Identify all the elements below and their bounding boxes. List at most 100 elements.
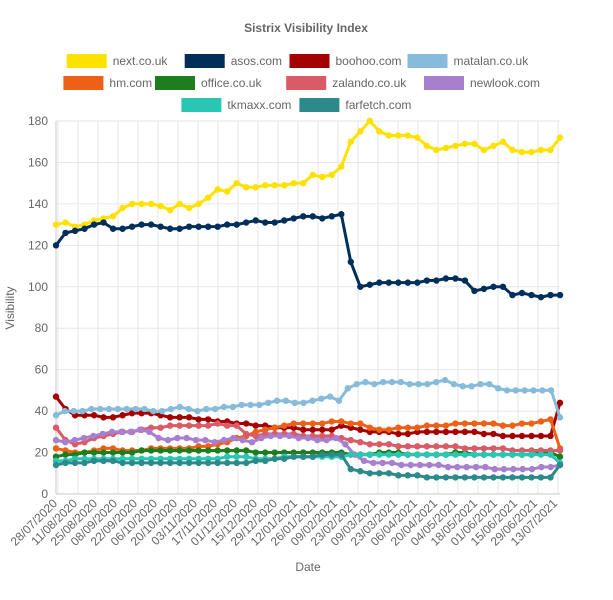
data-point — [490, 430, 497, 438]
data-point — [100, 449, 107, 456]
data-point — [239, 436, 246, 444]
y-tick-label: 80 — [35, 321, 49, 335]
legend-swatch — [63, 76, 104, 90]
data-point — [499, 474, 507, 481]
data-point — [547, 416, 554, 423]
data-point — [202, 436, 209, 444]
data-point — [480, 285, 488, 293]
data-point — [195, 447, 202, 454]
data-point — [252, 422, 259, 429]
data-point — [138, 200, 145, 208]
data-point — [347, 436, 354, 444]
data-point — [119, 459, 126, 467]
data-point — [328, 451, 335, 458]
data-point — [435, 461, 442, 469]
data-point — [141, 405, 148, 413]
data-point — [220, 436, 228, 444]
data-point — [223, 221, 231, 228]
data-point — [300, 179, 307, 187]
data-point — [174, 434, 181, 442]
data-point — [480, 445, 488, 452]
data-point — [271, 424, 278, 431]
data-point — [262, 457, 269, 465]
data-point — [176, 414, 183, 421]
legend-swatch — [66, 54, 107, 68]
data-point — [157, 424, 164, 431]
data-point — [203, 405, 210, 413]
data-point — [233, 422, 240, 429]
data-point — [357, 438, 364, 446]
data-point — [109, 213, 117, 220]
data-point — [480, 474, 488, 481]
data-point — [452, 420, 459, 427]
legend-label: farfetch.com — [345, 98, 411, 112]
data-point — [461, 451, 469, 458]
legend-item[interactable]: tkmaxx.com — [181, 98, 291, 112]
data-point — [357, 451, 364, 458]
legend-item[interactable]: newlook.com — [424, 76, 540, 90]
legend-item[interactable]: matalan.co.uk — [407, 54, 530, 68]
data-point — [332, 434, 340, 442]
data-point — [166, 447, 174, 454]
legend-item[interactable]: zalando.co.uk — [286, 76, 407, 90]
data-point — [79, 407, 86, 415]
data-point — [547, 291, 554, 299]
data-point — [450, 380, 458, 388]
data-point — [319, 420, 326, 427]
legend-item[interactable]: next.co.uk — [66, 54, 169, 68]
data-point — [395, 132, 402, 139]
data-point — [176, 447, 183, 454]
data-point — [119, 412, 126, 419]
data-point — [309, 171, 316, 179]
legend-item[interactable]: boohoo.com — [289, 54, 402, 68]
legend-item[interactable]: office.co.uk — [155, 76, 262, 90]
data-point — [128, 223, 136, 230]
data-point — [423, 142, 431, 150]
data-point — [376, 128, 383, 135]
data-point — [229, 403, 237, 411]
data-point — [404, 443, 412, 450]
data-point — [509, 451, 516, 458]
data-point — [344, 385, 351, 392]
data-point — [499, 445, 507, 452]
data-point — [528, 148, 535, 156]
data-point — [335, 397, 343, 404]
data-point — [433, 277, 440, 284]
data-point — [556, 414, 564, 421]
data-point — [452, 142, 459, 150]
data-point — [547, 474, 554, 481]
legend-swatch — [299, 98, 340, 112]
legend-item[interactable]: hm.com — [63, 76, 152, 90]
data-point — [509, 474, 516, 481]
data-point — [347, 258, 354, 266]
data-point — [158, 407, 166, 415]
data-point — [185, 414, 193, 421]
data-point — [262, 182, 269, 189]
legend-label: newlook.com — [470, 76, 540, 90]
data-point — [547, 463, 554, 471]
data-point — [395, 451, 402, 458]
data-point — [81, 459, 88, 467]
data-point — [119, 449, 126, 456]
data-point — [195, 223, 202, 230]
data-point — [318, 395, 325, 402]
data-point — [61, 407, 69, 415]
data-point — [528, 465, 536, 473]
data-point — [223, 453, 231, 460]
chart-title: Sistrix Visibility Index — [244, 21, 368, 35]
y-tick-label: 180 — [28, 114, 48, 128]
data-point — [214, 459, 221, 467]
data-point — [404, 451, 412, 458]
y-tick-label: 40 — [35, 404, 49, 418]
data-point — [132, 405, 139, 413]
data-point — [441, 376, 449, 384]
legend-item[interactable]: asos.com — [184, 54, 282, 68]
data-point — [414, 424, 421, 431]
data-point — [404, 132, 412, 139]
data-point — [414, 134, 421, 141]
legend-item[interactable]: farfetch.com — [299, 98, 411, 112]
x-axis-label: Date — [295, 560, 321, 574]
data-point — [423, 443, 431, 450]
data-point — [461, 445, 469, 452]
data-point — [62, 451, 69, 458]
